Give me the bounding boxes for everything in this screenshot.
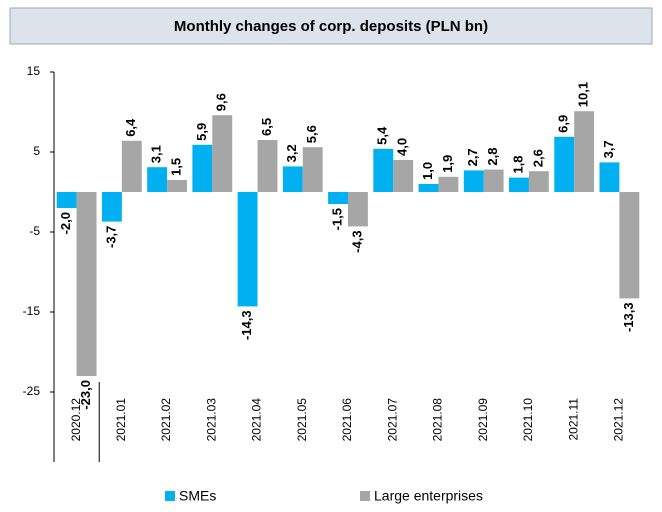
- legend-label: SMEs: [179, 488, 216, 504]
- bar: [483, 169, 504, 192]
- bar: [373, 148, 394, 192]
- legend-swatch: [360, 491, 370, 501]
- value-label: 1,9: [440, 155, 455, 173]
- bar: [121, 140, 142, 192]
- x-tick-label: 2021.05: [295, 398, 309, 442]
- value-label: 1,8: [510, 156, 525, 174]
- bar: [302, 147, 323, 192]
- value-label: 4,0: [395, 138, 410, 156]
- bar: [574, 111, 595, 192]
- value-label: 6,5: [259, 118, 274, 136]
- value-label: -23,0: [78, 380, 93, 410]
- x-tick-label: 2021.10: [521, 398, 535, 442]
- bar: [76, 192, 97, 376]
- bar: [348, 192, 368, 227]
- x-tick-label: 2021.03: [204, 398, 218, 442]
- value-label: 6,4: [123, 118, 138, 137]
- bar: [147, 167, 168, 192]
- value-label: 10,1: [576, 82, 591, 107]
- value-label: 5,9: [194, 123, 209, 141]
- x-tick-label: 2021.06: [340, 398, 354, 442]
- bar: [237, 192, 258, 307]
- bar: [509, 177, 529, 192]
- value-label: 5,4: [375, 126, 390, 145]
- chart-title: Monthly changes of corp. deposits (PLN b…: [174, 18, 488, 35]
- x-tick-label: 2021.01: [114, 398, 128, 442]
- value-label: 3,1: [149, 145, 164, 163]
- y-tick-label: 15: [27, 64, 41, 78]
- title-box: [9, 7, 653, 45]
- bar: [212, 115, 233, 192]
- bar: [167, 180, 187, 192]
- bar: [101, 192, 122, 222]
- legend-label: Large enterprises: [374, 488, 483, 504]
- value-label: 6,9: [556, 115, 571, 133]
- legend-swatch: [165, 491, 175, 501]
- x-tick-label: 2021.09: [476, 398, 490, 442]
- bar: [282, 166, 303, 192]
- x-tick-label: 2021.02: [159, 398, 173, 442]
- value-label: 5,6: [304, 125, 319, 143]
- bar: [599, 162, 620, 192]
- value-label: -1,5: [329, 208, 344, 230]
- bar: [418, 184, 439, 192]
- value-label: -14,3: [239, 310, 254, 340]
- x-tick-label: 2021.12: [612, 398, 626, 442]
- bar: [528, 171, 549, 192]
- bar: [438, 176, 459, 192]
- value-label: 1,5: [168, 158, 183, 176]
- bar: [554, 136, 575, 192]
- bar: [463, 170, 484, 192]
- value-label: 3,7: [601, 140, 616, 158]
- bar: [328, 192, 348, 204]
- y-tick-label: -5: [29, 224, 40, 238]
- y-tick-label: 5: [33, 144, 40, 158]
- y-tick-label: -15: [23, 304, 41, 318]
- bar: [192, 144, 213, 192]
- x-tick-label: 2021.11: [566, 398, 580, 441]
- value-label: -4,3: [349, 230, 364, 252]
- value-label: 2,7: [465, 148, 480, 166]
- value-label: -3,7: [103, 226, 118, 248]
- bar: [56, 192, 77, 208]
- y-tick-label: -25: [23, 384, 41, 398]
- value-label: 2,6: [530, 149, 545, 167]
- value-label: -13,3: [621, 302, 636, 332]
- value-label: -2,0: [58, 212, 73, 234]
- bar: [257, 140, 278, 192]
- x-tick-label: 2021.04: [250, 398, 264, 442]
- value-label: 3,2: [284, 144, 299, 162]
- x-tick-label: 2021.07: [385, 398, 399, 442]
- bar: [393, 160, 414, 192]
- bar: [619, 192, 640, 299]
- value-label: 9,6: [214, 93, 229, 111]
- value-label: 1,0: [420, 162, 435, 180]
- value-label: 2,8: [485, 148, 500, 166]
- x-tick-label: 2021.08: [431, 398, 445, 442]
- x-tick-label: 2020.12: [69, 398, 83, 442]
